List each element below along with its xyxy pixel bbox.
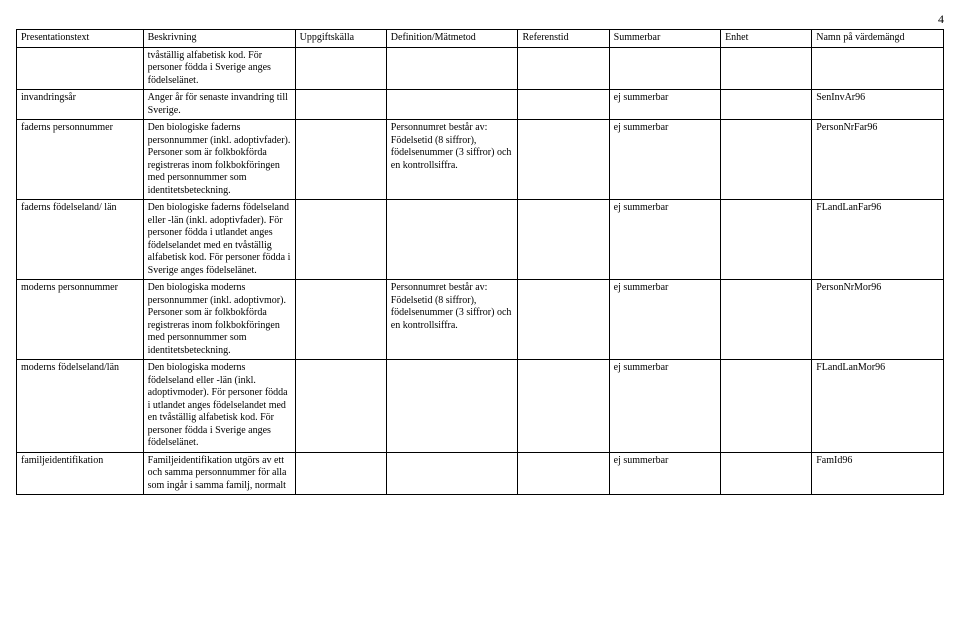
table-cell: FamId96 bbox=[812, 452, 944, 495]
table-header-row: Presentationstext Beskrivning Uppgiftskä… bbox=[17, 30, 944, 48]
table-cell: Familjeidentifikation utgörs av ett och … bbox=[143, 452, 295, 495]
table-cell: FLandLanFar96 bbox=[812, 200, 944, 280]
table-cell: moderns födelseland/län bbox=[17, 360, 144, 453]
table-cell bbox=[386, 47, 518, 90]
table-row: invandringsårAnger år för senaste invand… bbox=[17, 90, 944, 120]
table-cell bbox=[295, 280, 386, 360]
table-cell bbox=[721, 280, 812, 360]
table-cell bbox=[721, 47, 812, 90]
table-cell: familjeidentifikation bbox=[17, 452, 144, 495]
table-cell: FLandLanMor96 bbox=[812, 360, 944, 453]
table-cell: PersonNrMor96 bbox=[812, 280, 944, 360]
table-cell: Den biologiska moderns personnummer (ink… bbox=[143, 280, 295, 360]
table-cell bbox=[386, 452, 518, 495]
table-cell: Den biologiske faderns födelseland eller… bbox=[143, 200, 295, 280]
table-cell: ej summerbar bbox=[609, 120, 720, 200]
table-row: faderns födelseland/ länDen biologiske f… bbox=[17, 200, 944, 280]
table-cell bbox=[609, 47, 720, 90]
col-header: Summerbar bbox=[609, 30, 720, 48]
col-header: Beskrivning bbox=[143, 30, 295, 48]
table-cell bbox=[518, 120, 609, 200]
table-cell bbox=[17, 47, 144, 90]
table-cell: tvåställig alfabetisk kod. För personer … bbox=[143, 47, 295, 90]
table-cell bbox=[518, 200, 609, 280]
table-cell: faderns personnummer bbox=[17, 120, 144, 200]
col-header: Enhet bbox=[721, 30, 812, 48]
table-cell: Den biologiska moderns födelseland eller… bbox=[143, 360, 295, 453]
table-cell bbox=[518, 90, 609, 120]
table-row: moderns födelseland/länDen biologiska mo… bbox=[17, 360, 944, 453]
col-header: Namn på värdemängd bbox=[812, 30, 944, 48]
table-cell bbox=[812, 47, 944, 90]
table-cell bbox=[518, 47, 609, 90]
table-cell: Personnumret består av: Födelsetid (8 si… bbox=[386, 280, 518, 360]
table-cell bbox=[295, 90, 386, 120]
table-cell: ej summerbar bbox=[609, 360, 720, 453]
table-row: tvåställig alfabetisk kod. För personer … bbox=[17, 47, 944, 90]
table-cell: faderns födelseland/ län bbox=[17, 200, 144, 280]
col-header: Uppgiftskälla bbox=[295, 30, 386, 48]
table-row: faderns personnummerDen biologiske fader… bbox=[17, 120, 944, 200]
col-header: Presentationstext bbox=[17, 30, 144, 48]
table-body: tvåställig alfabetisk kod. För personer … bbox=[17, 47, 944, 495]
col-header: Definition/Mätmetod bbox=[386, 30, 518, 48]
table-cell bbox=[721, 452, 812, 495]
table-cell bbox=[721, 360, 812, 453]
table-cell: Den biologiske faderns personnummer (ink… bbox=[143, 120, 295, 200]
table-cell bbox=[518, 452, 609, 495]
table-cell: moderns personnummer bbox=[17, 280, 144, 360]
table-cell bbox=[518, 360, 609, 453]
table-cell: ej summerbar bbox=[609, 90, 720, 120]
table-cell bbox=[295, 47, 386, 90]
table-cell: ej summerbar bbox=[609, 280, 720, 360]
table-cell bbox=[295, 200, 386, 280]
table-cell bbox=[518, 280, 609, 360]
table-cell bbox=[386, 200, 518, 280]
page-number: 4 bbox=[16, 12, 944, 27]
col-header: Referenstid bbox=[518, 30, 609, 48]
table-cell bbox=[721, 90, 812, 120]
table-cell bbox=[386, 90, 518, 120]
table-cell bbox=[295, 360, 386, 453]
table-cell bbox=[295, 120, 386, 200]
table-cell bbox=[721, 120, 812, 200]
data-table: Presentationstext Beskrivning Uppgiftskä… bbox=[16, 29, 944, 495]
table-cell: SenInvAr96 bbox=[812, 90, 944, 120]
table-cell bbox=[721, 200, 812, 280]
table-cell: Personnumret består av: Födelsetid (8 si… bbox=[386, 120, 518, 200]
table-cell: Anger år för senaste invandring till Sve… bbox=[143, 90, 295, 120]
table-row: moderns personnummerDen biologiska moder… bbox=[17, 280, 944, 360]
table-cell bbox=[295, 452, 386, 495]
table-cell: PersonNrFar96 bbox=[812, 120, 944, 200]
table-row: familjeidentifikationFamiljeidentifikati… bbox=[17, 452, 944, 495]
table-cell: ej summerbar bbox=[609, 200, 720, 280]
table-cell: ej summerbar bbox=[609, 452, 720, 495]
table-cell bbox=[386, 360, 518, 453]
table-cell: invandringsår bbox=[17, 90, 144, 120]
